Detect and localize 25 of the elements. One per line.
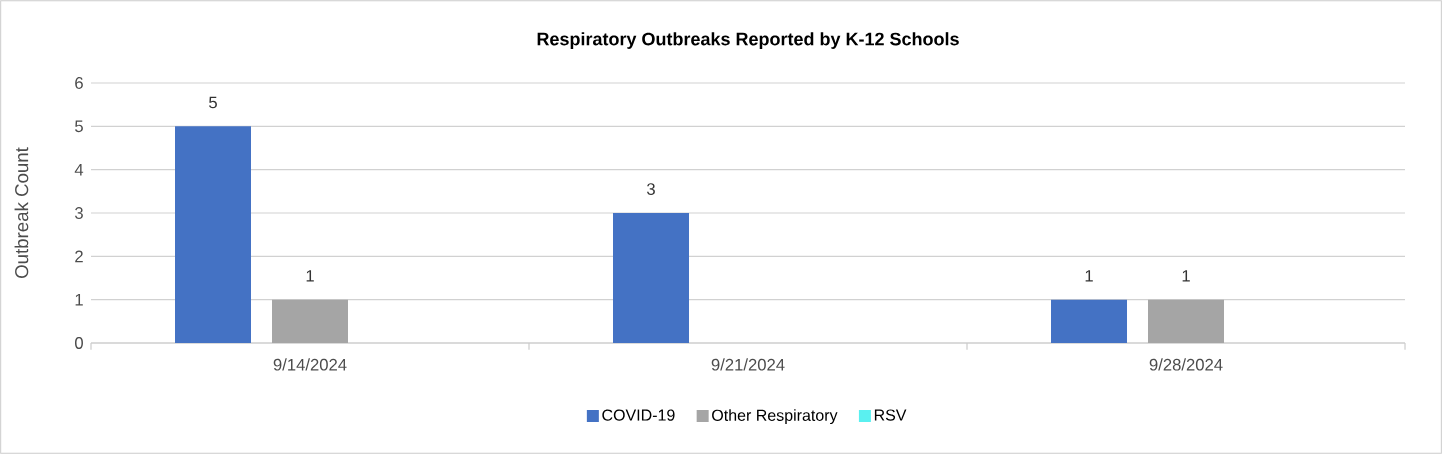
bar bbox=[1051, 299, 1127, 343]
chart-title: Respiratory Outbreaks Reported by K-12 Schools bbox=[537, 32, 959, 49]
bar bbox=[613, 213, 690, 343]
bar bbox=[1148, 299, 1225, 343]
data-label: 1 bbox=[1085, 270, 1093, 282]
y-tick-label: 3 bbox=[74, 207, 83, 219]
x-tick-label: 9/28/2024 bbox=[1149, 358, 1223, 371]
data-label: 1 bbox=[306, 270, 314, 282]
x-tick-label: 9/14/2024 bbox=[273, 358, 347, 371]
x-tick-label: 9/21/2024 bbox=[711, 358, 785, 371]
y-tick-label: 4 bbox=[74, 163, 84, 176]
y-axis-title: Outbreak Count bbox=[14, 147, 29, 279]
legend-label: RSV bbox=[874, 409, 907, 421]
y-tick-label: 2 bbox=[75, 250, 83, 263]
y-tick-label: 6 bbox=[75, 77, 83, 89]
data-label: 3 bbox=[647, 183, 655, 195]
legend-label: Other Respiratory bbox=[712, 409, 838, 425]
bar bbox=[175, 126, 251, 343]
data-label: 5 bbox=[209, 96, 217, 109]
y-tick-label: 0 bbox=[75, 337, 83, 349]
legend-label: COVID-19 bbox=[602, 409, 675, 421]
y-tick-label: 1 bbox=[75, 293, 83, 306]
y-tick-label: 5 bbox=[75, 120, 83, 133]
bar bbox=[272, 299, 349, 343]
data-label: 1 bbox=[1182, 270, 1190, 282]
